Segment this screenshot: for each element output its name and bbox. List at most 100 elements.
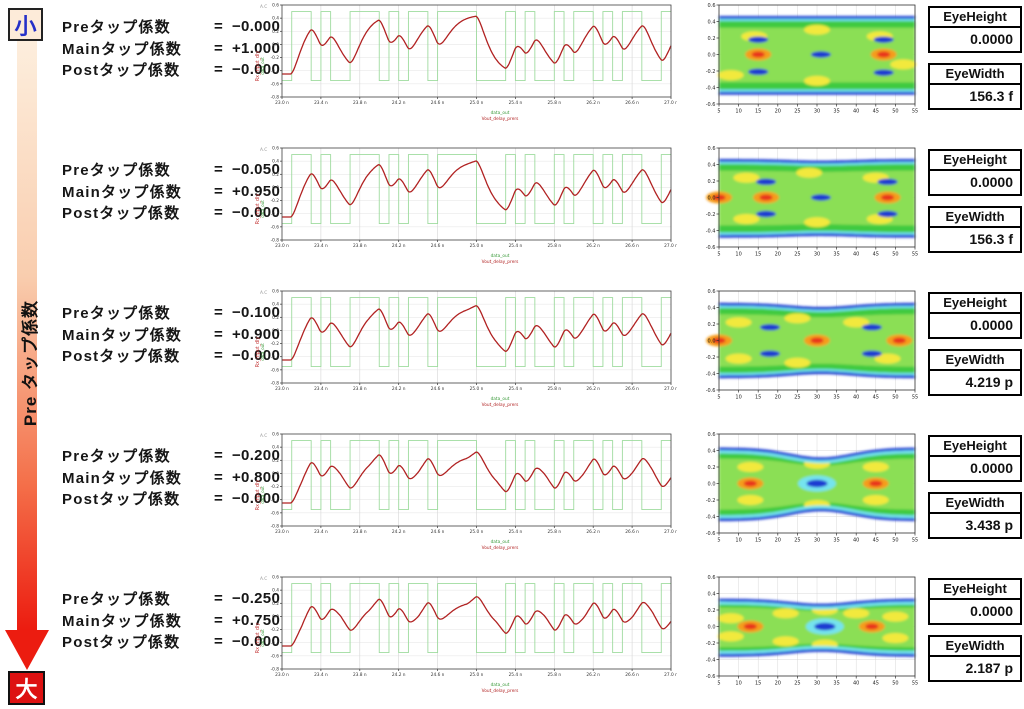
post-tap-value: −0.000 [232,633,281,651]
svg-text:data_out: data_out [491,253,510,259]
svg-text:25.8 n: 25.8 n [547,243,561,249]
post-tap-row: Postタップ係数 = −0.000 [62,345,280,367]
arrow-head-icon [5,630,49,670]
eye-width-label: EyeWidth [930,208,1020,228]
svg-text:27.0 n: 27.0 n [664,672,677,678]
svg-text:20: 20 [775,681,781,687]
waveform-chart: 23.0 n 23.4 n 23.8 n 24.2 n 24.6 n 25.0 n 25.4… [255,575,677,694]
svg-text:50: 50 [892,109,898,115]
svg-text:40: 40 [853,395,859,401]
svg-text:25: 25 [794,109,800,115]
svg-text:23.0 n: 23.0 n [275,672,289,678]
eye-height-label: EyeHeight [930,294,1020,314]
eye-height-value: 0.0000 [970,603,1013,619]
svg-text:Rx_input_dly: Rx_input_dly [255,623,261,654]
svg-text:0.0: 0.0 [272,471,279,477]
waveform-chart: 23.0 n 23.4 n 23.8 n 24.2 n 24.6 n 25.0 n 25.4… [255,289,677,408]
svg-text:35: 35 [833,538,839,544]
large-label: 大 [15,677,38,702]
eye-metrics: EyeHeight 0.0000 EyeWidth 4.219 p [928,292,1022,396]
svg-text:40: 40 [853,109,859,115]
eye-width-value: 3.438 p [965,517,1013,533]
main-tap-value: +0.950 [232,182,281,200]
svg-text:-0.4: -0.4 [706,228,716,234]
svg-text:26.2 n: 26.2 n [586,386,600,392]
eye-height-value: 0.0000 [970,317,1013,333]
main-tap-label: Mainタップ係数 [62,326,182,344]
comparison-row: Preタップ係数 = −0.200 Mainタップ係数 = +0.800 Postタップ係数… [0,429,1024,572]
pre-tap-value: −0.100 [232,304,281,322]
svg-text:-0.4: -0.4 [271,497,280,503]
svg-text:0.4: 0.4 [272,445,279,451]
svg-text:25.8 n: 25.8 n [547,529,561,535]
eye-width-value: 2.187 p [965,660,1013,676]
eye-height-label: EyeHeight [930,580,1020,600]
svg-text:-0.2: -0.2 [706,641,716,647]
svg-text:23.8 n: 23.8 n [353,529,367,535]
svg-text:5: 5 [717,538,720,544]
svg-text:0.0: 0.0 [272,328,279,334]
svg-text:26.2 n: 26.2 n [586,529,600,535]
post-tap-label: Postタップ係数 [62,491,181,509]
svg-text:0.2: 0.2 [272,172,279,178]
svg-text:55: 55 [912,395,918,401]
svg-text:26.2 n: 26.2 n [586,100,600,106]
svg-text:0.2: 0.2 [272,601,279,607]
svg-text:0.4: 0.4 [272,159,279,165]
svg-text:40: 40 [853,538,859,544]
eye-height-value: 0.0000 [970,31,1013,47]
svg-text:-0.4: -0.4 [706,657,716,663]
svg-text:25.4 n: 25.4 n [509,529,523,535]
svg-text:35: 35 [833,681,839,687]
eye-metrics: EyeHeight 0.0000 EyeWidth 3.438 p [928,435,1022,539]
svg-text:-0.2: -0.2 [271,198,280,204]
post-tap-row: Postタップ係数 = −0.000 [62,59,280,81]
svg-text:data_out: data_out [260,486,265,504]
tap-coefficients: Preタップ係数 = −0.000 Mainタップ係数 = +1.000 Postタップ係数… [62,16,280,81]
svg-text:-0.2: -0.2 [271,484,280,490]
svg-text:25: 25 [794,538,800,544]
svg-text:23.4 n: 23.4 n [314,243,328,249]
equals-sign: = [214,18,223,36]
svg-text:-0.6: -0.6 [706,245,716,251]
svg-text:-0.6: -0.6 [706,102,716,108]
svg-text:20: 20 [775,538,781,544]
svg-text:0.4: 0.4 [708,591,716,597]
svg-text:50: 50 [892,538,898,544]
main-tap-label: Mainタップ係数 [62,469,182,487]
svg-text:55: 55 [912,109,918,115]
pre-tap-row: Preタップ係数 = −0.100 [62,302,280,324]
eye-width-label: EyeWidth [930,351,1020,371]
svg-text:40: 40 [853,681,859,687]
svg-text:24.2 n: 24.2 n [392,386,406,392]
svg-text:10: 10 [735,538,741,544]
svg-text:0.2: 0.2 [272,315,279,321]
svg-text:-0.6: -0.6 [706,674,716,680]
equals-sign: = [214,39,223,57]
post-tap-label: Postタップ係数 [62,348,181,366]
main-tap-row: Mainタップ係数 = +1.000 [62,38,280,60]
svg-text:24.6 n: 24.6 n [431,672,445,678]
svg-text:20: 20 [775,395,781,401]
svg-text:-0.2: -0.2 [706,355,716,361]
svg-text:0.6: 0.6 [272,289,279,295]
pre-tap-increase-arrow [17,41,37,630]
svg-text:10: 10 [735,395,741,401]
svg-text:25.0 n: 25.0 n [470,100,484,106]
eye-height-label: EyeHeight [930,8,1020,28]
post-tap-label: Postタップ係数 [62,205,181,223]
svg-text:-0.8: -0.8 [271,95,280,101]
svg-text:0.2: 0.2 [708,608,716,614]
post-tap-row: Postタップ係数 = −0.000 [62,631,280,653]
eye-width-label: EyeWidth [930,637,1020,657]
svg-text:23.0 n: 23.0 n [275,243,289,249]
pre-tap-value: −0.050 [232,161,281,179]
pre-tap-label: Preタップ係数 [62,162,171,180]
svg-text:26.2 n: 26.2 n [586,672,600,678]
svg-text:data_out: data_out [491,539,510,545]
svg-text:45: 45 [873,395,879,401]
svg-text:0.2: 0.2 [708,179,716,185]
svg-text:0.4: 0.4 [708,448,716,454]
svg-text:23.0 n: 23.0 n [275,529,289,535]
svg-text:35: 35 [833,395,839,401]
